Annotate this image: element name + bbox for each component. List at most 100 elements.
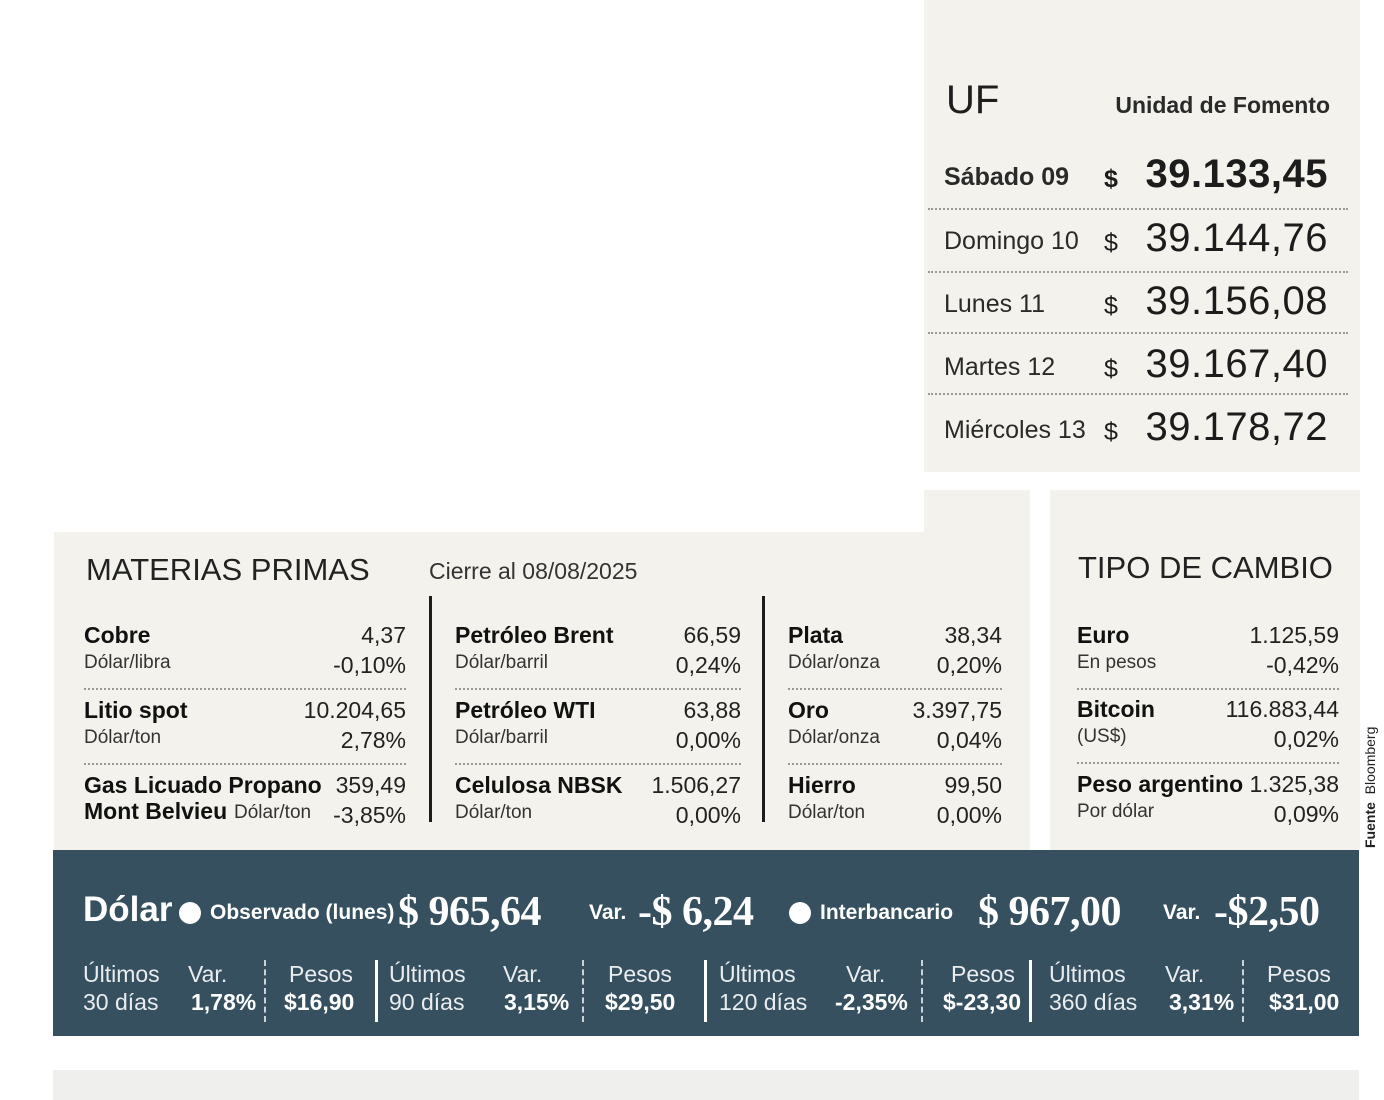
commodity-variation: 0,00% <box>675 802 741 828</box>
fx-unit: Por dólar <box>1077 801 1155 822</box>
fx-item-peso-argentino: Peso argentino Por dólar 1.325,38 0,09% <box>1077 771 1339 845</box>
fx-item-euro: Euro En pesos 1.125,59 -0,42% <box>1077 622 1339 696</box>
dolar-period-90: Últimos 90 días Var. 3,15% Pesos $29,50 <box>389 960 689 1026</box>
period-pesos: $29,50 <box>605 989 676 1015</box>
period-separator <box>375 960 378 1022</box>
uf-currency: $ <box>1104 292 1118 320</box>
period-label: Últimos 90 días <box>389 961 466 1015</box>
observado-var: -$ 6,24 <box>638 889 754 935</box>
period-divider <box>1242 960 1244 1022</box>
period-pesos: $-23,30 <box>943 989 1022 1015</box>
uf-value: 39.178,72 <box>1145 405 1328 449</box>
uf-value: 39.144,76 <box>1145 216 1328 260</box>
period-var-label: Var. <box>188 961 228 987</box>
bullet-icon <box>179 902 201 924</box>
commodity-item-celulosa: Celulosa NBSK Dólar/ton 1.506,27 0,00% <box>455 772 741 846</box>
uf-separator <box>928 332 1348 334</box>
uf-row: Miércoles 13 $ 39.178,72 <box>928 398 1348 461</box>
period-pesos: $16,90 <box>284 989 355 1015</box>
observado-label: Observado (lunes) <box>210 901 395 924</box>
uf-currency: $ <box>1104 229 1118 257</box>
fx-variation: 0,09% <box>1273 801 1339 827</box>
fx-unit: (US$) <box>1077 726 1127 747</box>
observado-var-label: Var. <box>589 901 627 924</box>
commodity-variation: 0,04% <box>936 727 1002 753</box>
commodity-item-wti: Petróleo WTI Dólar/barril 63,88 0,00% <box>455 697 741 771</box>
fx-price: 1.325,38 <box>1249 771 1339 797</box>
commodity-name: Litio spot <box>84 697 188 723</box>
commodity-item-litio: Litio spot Dólar/ton 10.204,65 2,78% <box>84 697 406 771</box>
dolar-period-120: Últimos 120 días Var. -2,35% Pesos $-23,3… <box>719 960 1029 1026</box>
bullet-icon <box>789 902 811 924</box>
tipo-de-cambio-panel: TIPO DE CAMBIO Euro En pesos 1.125,59 -0… <box>1050 490 1360 850</box>
period-separator <box>1029 960 1032 1022</box>
period-separator <box>704 960 707 1022</box>
source-label: Fuente <box>1362 802 1378 848</box>
uf-row: Domingo 10 $ 39.144,76 <box>928 209 1348 272</box>
uf-day: Sábado 09 <box>944 163 1070 191</box>
uf-subtitle: Unidad de Fomento <box>1115 92 1330 118</box>
fx-price: 116.883,44 <box>1225 696 1339 722</box>
commodity-price: 359,49 <box>335 772 406 798</box>
period-pesos-label: Pesos <box>1267 961 1331 987</box>
commodity-price: 99,50 <box>944 772 1002 798</box>
bottom-strip <box>53 1070 1359 1100</box>
uf-row: Lunes 11 $ 39.156,08 <box>928 272 1348 335</box>
uf-panel: UF Unidad de Fomento Sábado 09 $ 39.133,… <box>924 0 1360 472</box>
commodity-name: Petróleo WTI <box>455 697 596 723</box>
commodity-unit: Dólar/barril <box>455 652 548 673</box>
period-var-label: Var. <box>846 961 886 987</box>
commodity-item-cobre: Cobre Dólar/libra 4,37 -0,10% <box>84 622 406 696</box>
dolar-label: Dólar <box>83 890 173 929</box>
dolar-period-30: Últimos 30 días Var. 1,78% Pesos $16,90 <box>83 960 373 1026</box>
commodity-unit: Dólar/libra <box>84 652 171 673</box>
uf-day: Miércoles 13 <box>944 416 1086 444</box>
uf-value: 39.133,45 <box>1145 152 1328 196</box>
uf-day: Domingo 10 <box>944 227 1079 255</box>
fx-item-bitcoin: Bitcoin (US$) 116.883,44 0,02% <box>1077 696 1339 770</box>
commodity-price: 63,88 <box>683 697 741 723</box>
period-pesos-label: Pesos <box>289 961 353 987</box>
commodity-unit: Dólar/ton <box>84 727 162 748</box>
item-separator <box>788 688 1002 690</box>
uf-day: Martes 12 <box>944 353 1056 381</box>
period-var: 3,31% <box>1169 989 1235 1015</box>
period-divider <box>921 960 923 1022</box>
item-separator <box>1077 688 1339 690</box>
commodity-unit: Dólar/barril <box>455 727 548 748</box>
commodity-price: 4,37 <box>361 622 406 648</box>
materias-primas-title: MATERIAS PRIMAS <box>86 552 370 587</box>
commodity-variation: -3,85% <box>333 802 406 828</box>
observado-value: $ 965,64 <box>398 889 542 935</box>
commodity-item-plata: Plata Dólar/onza 38,34 0,20% <box>788 622 1002 696</box>
fx-name: Euro <box>1077 622 1130 648</box>
period-var: 1,78% <box>191 989 257 1015</box>
period-divider <box>582 960 584 1022</box>
tipo-de-cambio-title: TIPO DE CAMBIO <box>1078 550 1333 585</box>
commodity-variation: 0,00% <box>675 727 741 753</box>
item-separator <box>84 688 406 690</box>
interbancario-var-label: Var. <box>1163 901 1201 924</box>
uf-separator <box>928 208 1348 210</box>
commodity-name: Cobre <box>84 622 151 648</box>
fx-variation: -0,42% <box>1266 652 1339 678</box>
source-name: Bloomberg <box>1362 726 1378 795</box>
commodity-item-hierro: Hierro Dólar/ton 99,50 0,00% <box>788 772 1002 846</box>
commodity-variation: 0,00% <box>936 802 1002 828</box>
uf-separator <box>928 393 1348 395</box>
commodity-price: 3.397,75 <box>912 697 1002 723</box>
commodity-price: 10.204,65 <box>303 697 406 723</box>
interbancario-label: Interbancario <box>820 901 954 924</box>
dolar-period-360: Últimos 360 días Var. 3,31% Pesos $31,00 <box>1049 960 1349 1026</box>
commodity-item-brent: Petróleo Brent Dólar/barril 66,59 0,24% <box>455 622 741 696</box>
materias-primas-panel: MATERIAS PRIMAS Cierre al 08/08/2025 Cob… <box>54 532 1030 850</box>
materias-primas-top-extension <box>924 490 1030 534</box>
uf-separator <box>928 271 1348 273</box>
period-var-label: Var. <box>503 961 543 987</box>
uf-currency: $ <box>1104 355 1118 383</box>
period-var: 3,15% <box>504 989 570 1015</box>
commodity-name: Celulosa NBSK <box>455 772 623 798</box>
column-divider <box>762 596 765 822</box>
fx-name: Peso argentino <box>1077 771 1244 797</box>
commodity-name: Oro <box>788 697 829 723</box>
